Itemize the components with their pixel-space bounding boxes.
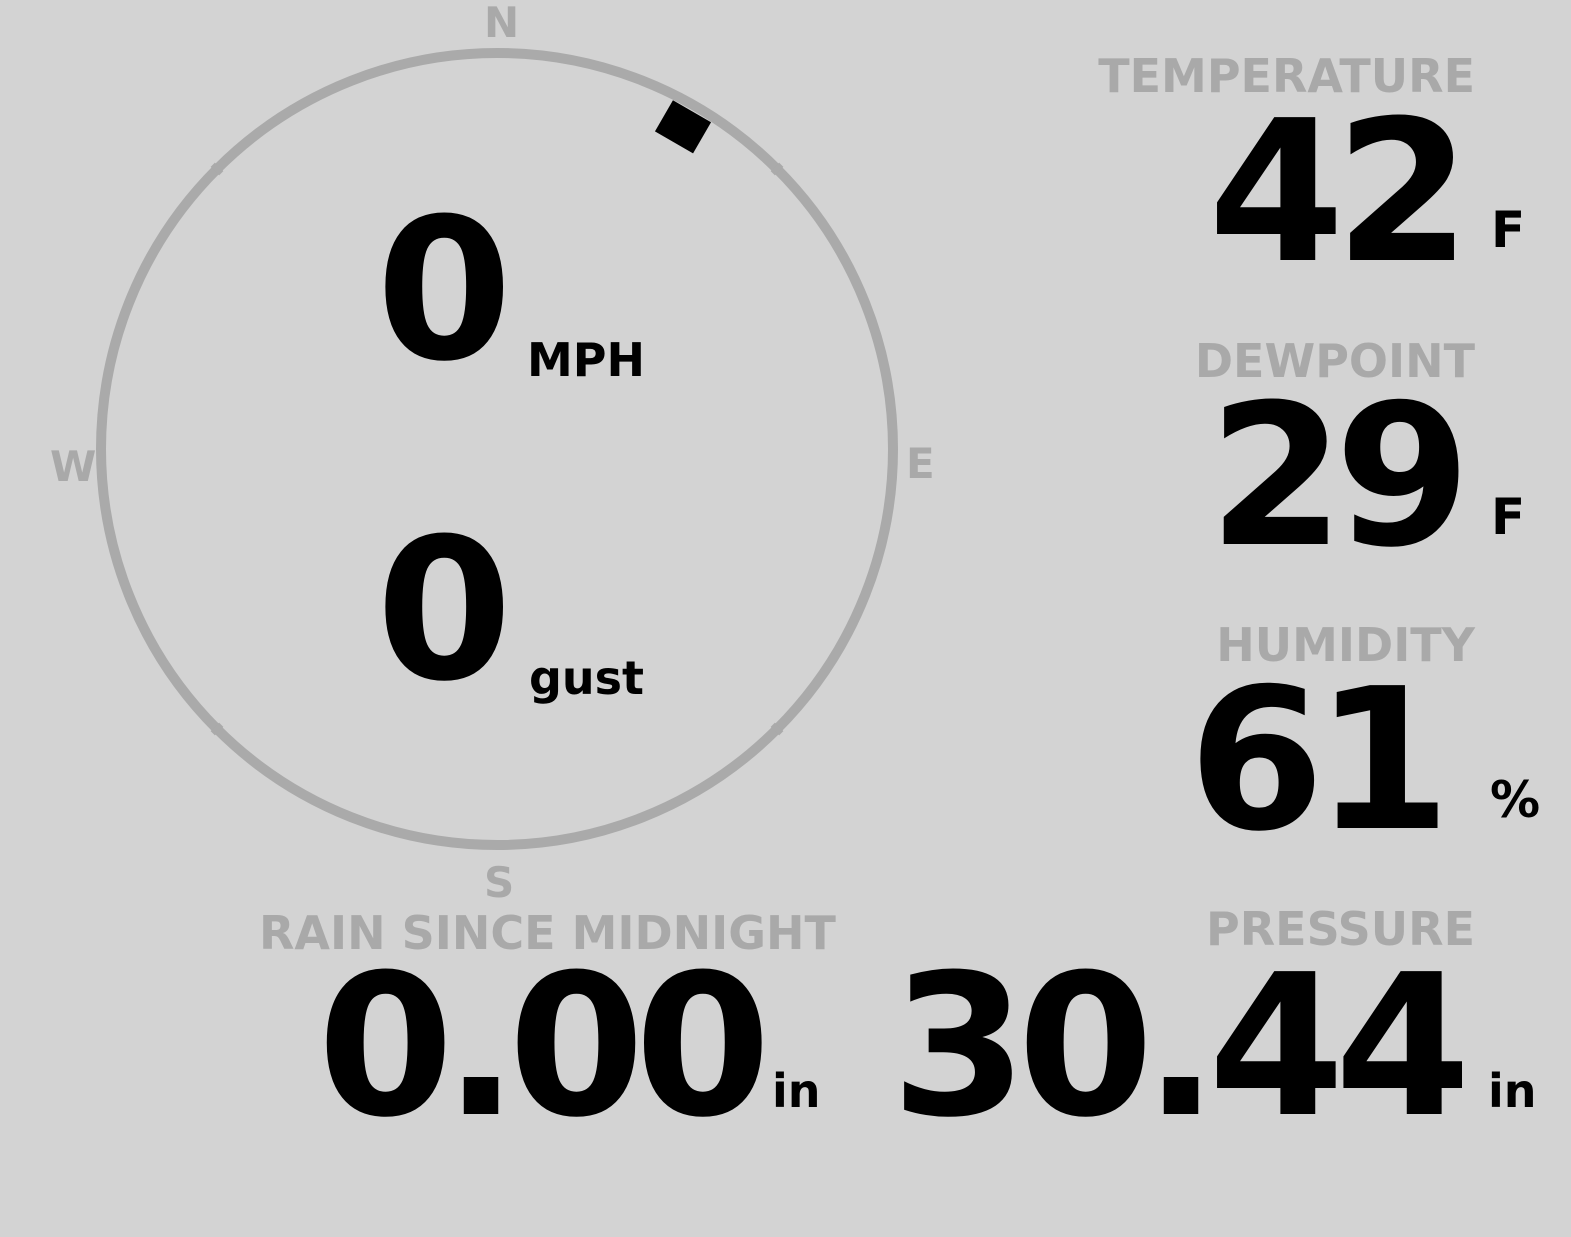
compass-north-label: N (484, 0, 520, 47)
temperature-value: 42 (1208, 79, 1471, 307)
compass-tick (770, 722, 784, 736)
wind-gust-value: 0 (376, 497, 512, 725)
compass-tick (210, 162, 224, 176)
pressure-value: 30.44 (891, 933, 1471, 1161)
pressure-label: PRESSURE (1206, 902, 1475, 956)
rain-label: RAIN SINCE MIDNIGHT (259, 906, 836, 960)
rain-unit: in (772, 1064, 821, 1118)
dewpoint-unit: F (1491, 488, 1526, 546)
pressure-unit: in (1488, 1064, 1537, 1118)
humidity-label: HUMIDITY (1216, 618, 1475, 672)
wind-speed-unit: MPH (527, 333, 645, 387)
compass-ring (96, 48, 898, 850)
dewpoint-label: DEWPOINT (1194, 334, 1475, 388)
compass-tick (210, 722, 224, 736)
wind-speed-value: 0 (376, 177, 512, 405)
humidity-value: 61 (1188, 647, 1451, 875)
humidity-unit: % (1490, 771, 1541, 829)
rain-value: 0.00 (317, 933, 771, 1161)
wind-gust-unit: gust (529, 651, 645, 705)
temperature-label: TEMPERATURE (1098, 49, 1475, 103)
temperature-unit: F (1491, 201, 1526, 259)
compass-west-label: W (50, 442, 97, 491)
compass-south-label: S (484, 858, 515, 907)
compass-tick (770, 162, 784, 176)
dewpoint-value: 29 (1208, 363, 1471, 591)
compass-east-label: E (906, 439, 935, 488)
wind-direction-marker (654, 100, 712, 154)
